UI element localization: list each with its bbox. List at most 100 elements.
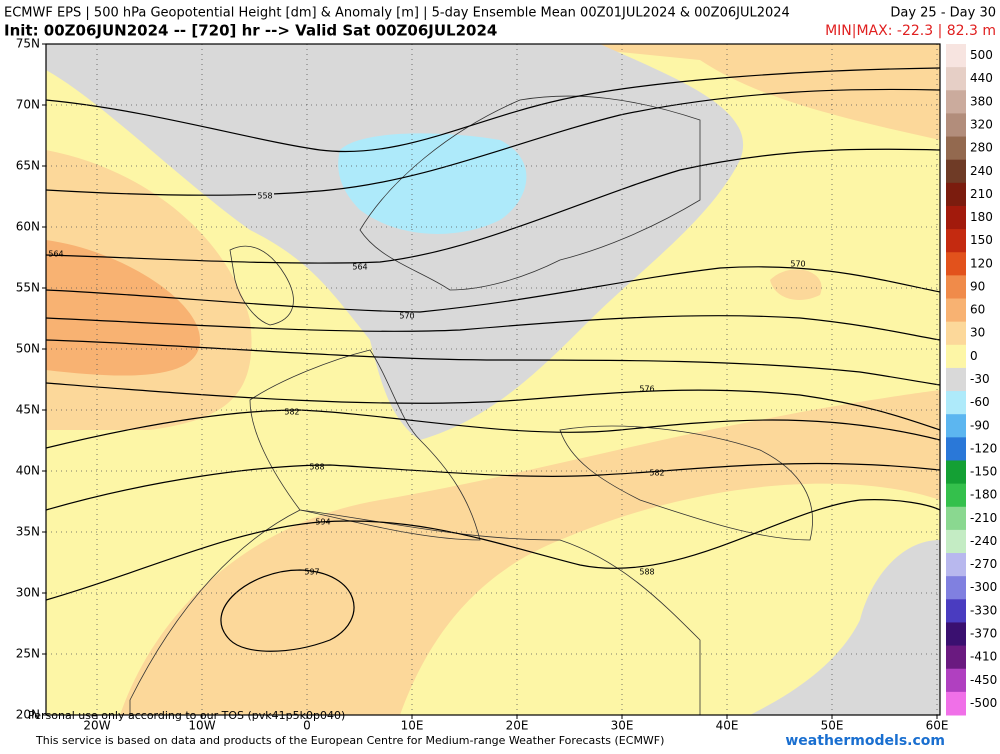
colorbar-label: 500	[970, 48, 993, 62]
lon-label: 10E	[401, 719, 424, 733]
lon-label: 30E	[611, 719, 634, 733]
lat-label: 70N	[16, 98, 40, 112]
lat-label: 60N	[16, 220, 40, 234]
colorbar: 500 440 380 320 280 240 210 180 150 120 90 60 30 0 -30…	[946, 44, 997, 716]
colorbar-label: -180	[970, 488, 997, 502]
contour-label: 597	[304, 568, 319, 577]
colorbar-label: -30	[970, 372, 990, 386]
colorbar-swatch	[946, 437, 966, 461]
colorbar-swatch	[946, 553, 966, 577]
anomaly-area	[338, 133, 527, 234]
anomaly-area	[770, 269, 822, 300]
colorbar-label: -240	[970, 534, 997, 548]
site-link[interactable]: weathermodels.com	[785, 733, 945, 749]
colorbar-label: -370	[970, 627, 997, 641]
lon-label: 20W	[83, 719, 110, 733]
colorbar-swatch	[946, 668, 966, 693]
lat-label: 75N	[16, 37, 40, 51]
colorbar-swatch	[946, 506, 966, 531]
lat-label: 30N	[16, 586, 40, 600]
map-frame	[45, 43, 941, 716]
lon-label: 60E	[926, 719, 949, 733]
colorbar-swatch	[946, 321, 966, 346]
lat-label: 20N	[16, 708, 40, 722]
colorbar-swatch	[946, 344, 966, 369]
contour-line	[46, 462, 940, 511]
colorbar-label: 150	[970, 233, 993, 247]
axes: 75N 70N 65N 60N 55N 50N 45N 40N 35N 30N 25N 20N 20W 1…	[16, 37, 949, 733]
colorbar-swatch	[946, 367, 966, 392]
contour-line	[46, 382, 940, 431]
anomaly-area	[750, 540, 940, 715]
colorbar-label: 440	[970, 71, 993, 85]
contour-label: 582	[284, 408, 299, 417]
contour-label: 570	[790, 260, 805, 269]
colorbar-swatch	[946, 252, 966, 276]
contour-label: 582	[649, 469, 664, 478]
contour-label: 558	[257, 192, 272, 201]
lat-label: 45N	[16, 403, 40, 417]
colorbar-swatch	[946, 90, 966, 114]
contour-label: 588	[309, 463, 324, 472]
colorbar-swatch	[946, 205, 966, 230]
contour-label: 588	[639, 568, 654, 577]
contour-label: 564	[48, 250, 63, 259]
credit: This service is based on data and produc…	[35, 734, 664, 747]
colorbar-swatch	[946, 136, 966, 161]
colorbar-label: -90	[970, 418, 990, 432]
colorbar-label: 210	[970, 187, 993, 201]
contour-line	[46, 148, 940, 264]
contour-label: 564	[352, 263, 367, 272]
colorbar-swatch	[946, 576, 966, 600]
lat-label: 40N	[16, 464, 40, 478]
colorbar-swatch	[946, 44, 966, 68]
colorbar-swatch	[946, 275, 966, 300]
lat-label: 25N	[16, 647, 40, 661]
contour-line	[46, 266, 940, 313]
anomaly-area	[46, 44, 744, 440]
lat-label: 35N	[16, 525, 40, 539]
colorbar-label: 90	[970, 279, 985, 293]
colorbar-swatch	[946, 391, 966, 415]
colorbar-swatch	[946, 460, 966, 485]
lon-label: 50E	[821, 719, 844, 733]
contour-line	[46, 67, 940, 153]
colorbar-label: -120	[970, 441, 997, 455]
lat-label: 50N	[16, 342, 40, 356]
lon-label: 0	[303, 719, 311, 733]
contour-line	[220, 569, 355, 652]
lat-label: 65N	[16, 159, 40, 173]
tos-note: Personal use only according to our TOS (…	[28, 709, 345, 722]
contour-line	[46, 88, 940, 196]
lon-label: 10W	[188, 719, 215, 733]
colorbar-label: -410	[970, 650, 997, 664]
lon-label: 40E	[716, 719, 739, 733]
colorbar-label: 280	[970, 141, 993, 155]
title: ECMWF EPS | 500 hPa Geopotential Height …	[4, 6, 790, 21]
colorbar-swatch	[946, 159, 966, 184]
colorbar-swatch	[946, 599, 966, 623]
colorbar-label: -210	[970, 511, 997, 525]
contour-label: 570	[399, 312, 414, 321]
colorbar-swatch	[946, 414, 966, 438]
colorbar-swatch	[946, 113, 966, 138]
contour-line	[46, 409, 940, 449]
colorbar-label: 120	[970, 256, 993, 270]
contour-line	[46, 339, 940, 386]
colorbar-swatch	[946, 67, 966, 91]
colorbar-swatch	[946, 182, 966, 207]
colorbar-label: -500	[970, 696, 997, 710]
colorbar-label: -330	[970, 603, 997, 617]
contour-line	[46, 315, 940, 341]
colorbar-label: 60	[970, 303, 985, 317]
period: Day 25 - Day 30	[890, 6, 996, 21]
colorbar-swatch	[946, 691, 966, 716]
colorbar-label: 180	[970, 210, 993, 224]
init: Init: 00Z06JUN2024 -- [720] hr --> Valid…	[4, 22, 497, 40]
map: 558 564 564 570 570 576 582 582 588 588 …	[28, 43, 941, 722]
colorbar-label: -270	[970, 557, 997, 571]
lon-label: 20E	[506, 719, 529, 733]
colorbar-swatch	[946, 229, 966, 253]
colorbar-swatch	[946, 298, 966, 323]
